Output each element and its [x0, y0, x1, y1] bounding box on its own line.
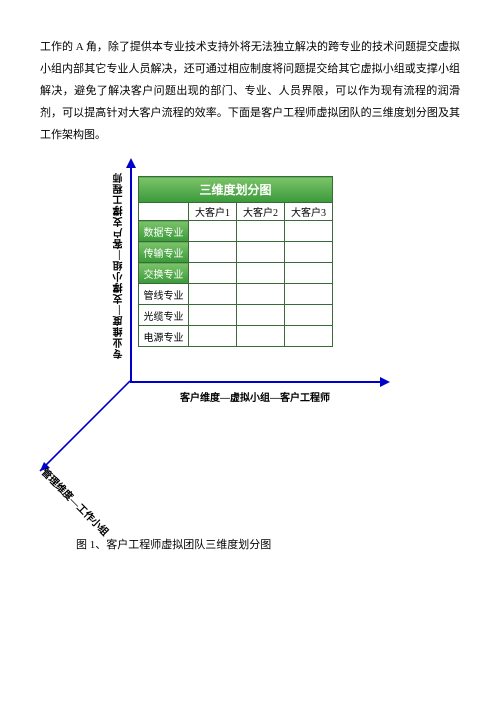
row-head-5: 光缆专业	[139, 305, 189, 326]
table-cell	[237, 221, 285, 242]
y-axis-label: 专业维度—支撑小组—客户支撑工程师	[112, 172, 127, 359]
row-head-1: 数据专业	[139, 221, 189, 242]
table-cell	[189, 305, 237, 326]
x-axis-label: 客户维度—虚拟小组—客户工程师	[180, 389, 330, 404]
body-paragraph: 工作的 A 角，除了提供本专业技术支持外将无法独立解决的跨专业的技术问题提交虚拟…	[40, 36, 460, 146]
row-head-6: 电源专业	[139, 326, 189, 347]
col-head-3: 大客户3	[285, 203, 333, 221]
row-head-3: 交换专业	[139, 263, 189, 284]
table-cell	[189, 221, 237, 242]
table-corner-cell	[139, 203, 189, 221]
table-cell	[189, 242, 237, 263]
division-table-title: 三维度划分图	[139, 177, 333, 203]
division-table: 三维度划分图 大客户1 大客户2 大客户3 数据专业 传输专业 交换专业 管线专…	[138, 176, 333, 347]
table-cell	[285, 305, 333, 326]
table-cell	[237, 284, 285, 305]
col-head-1: 大客户1	[189, 203, 237, 221]
table-cell	[237, 242, 285, 263]
figure-caption: 图 1、客户工程师虚拟团队三维度划分图	[76, 536, 460, 552]
table-cell	[237, 305, 285, 326]
row-head-2: 传输专业	[139, 242, 189, 263]
table-cell	[237, 326, 285, 347]
col-head-2: 大客户2	[237, 203, 285, 221]
table-cell	[285, 284, 333, 305]
table-cell	[285, 242, 333, 263]
table-cell	[189, 284, 237, 305]
table-cell	[285, 221, 333, 242]
table-cell	[237, 263, 285, 284]
table-cell	[285, 263, 333, 284]
table-cell	[189, 263, 237, 284]
document-page: 工作的 A 角，除了提供本专业技术支持外将无法独立解决的跨专业的技术问题提交虚拟…	[0, 0, 500, 708]
row-head-4: 管线专业	[139, 284, 189, 305]
diagram-3d-division: 三维度划分图 大客户1 大客户2 大客户3 数据专业 传输专业 交换专业 管线专…	[30, 146, 450, 526]
table-cell	[285, 326, 333, 347]
table-cell	[189, 326, 237, 347]
